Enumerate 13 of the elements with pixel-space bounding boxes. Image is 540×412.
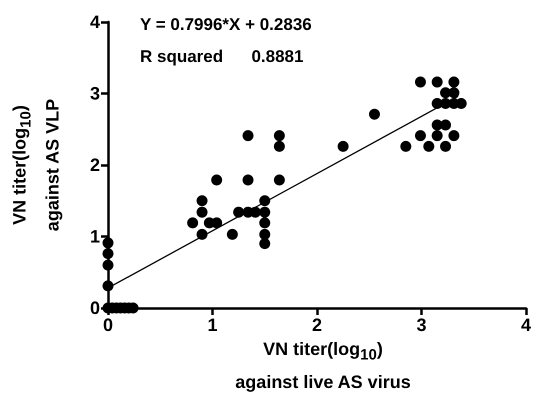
- x-tick-label: 4: [520, 315, 532, 335]
- x-tick-label: 3: [416, 315, 427, 335]
- x-tick-label: 2: [312, 315, 322, 335]
- y-tick-label: 0: [90, 298, 100, 318]
- x-tick-label: 1: [207, 315, 218, 335]
- x-axis-title: VN titer(log$_{10}$) against live AS virus: [234, 338, 412, 394]
- x-tick-label: 0: [102, 315, 114, 335]
- y-tick-label: 3: [90, 84, 100, 104]
- annotation: Y = 0.7996*X + 0.2836: [140, 15, 312, 34]
- y-tick-label: 4: [90, 12, 100, 32]
- y-tick-label: 2: [90, 155, 100, 175]
- annotation: R squared 0.8881: [140, 47, 304, 66]
- y-tick-label: 1: [90, 226, 100, 246]
